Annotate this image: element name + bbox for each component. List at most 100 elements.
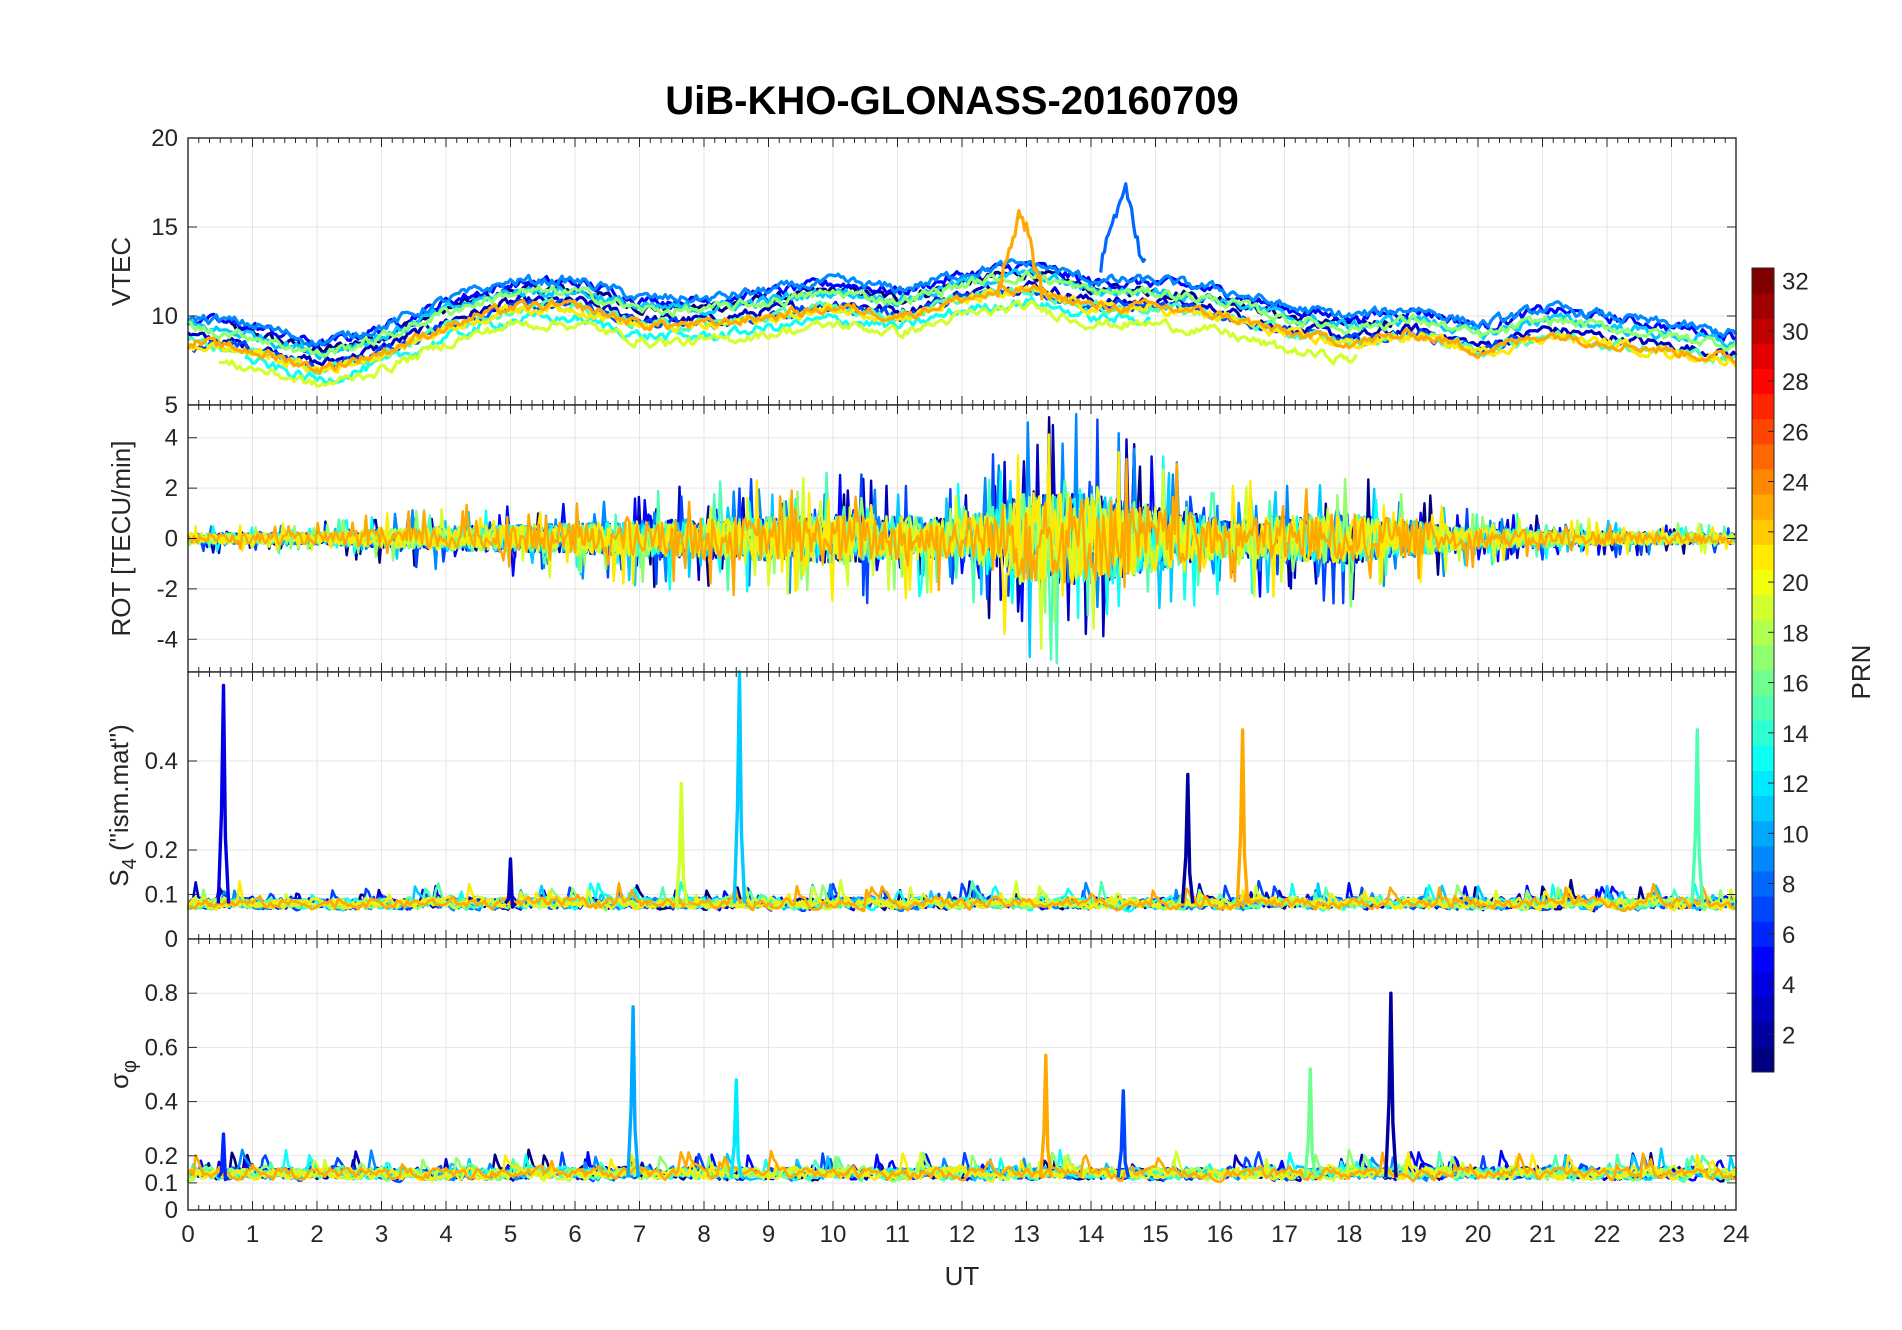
series-spike xyxy=(1116,1089,1131,1178)
y-tick-label: 0.8 xyxy=(145,980,178,1007)
colorbar-segment xyxy=(1752,996,1774,1023)
x-tick-label: 4 xyxy=(439,1221,452,1248)
data-traces xyxy=(186,991,1738,1184)
series-spike xyxy=(1180,772,1195,904)
x-tick-label: 14 xyxy=(1078,1221,1105,1248)
y-tick-label: 0.4 xyxy=(145,1089,178,1116)
colorbar-segment xyxy=(1752,343,1774,370)
y-tick-label: 0.1 xyxy=(145,882,178,909)
panel-s4: 00.10.20.4S4 ("ism.mat") xyxy=(104,670,1738,953)
series-line xyxy=(186,258,1738,348)
y-tick-label: 5 xyxy=(165,392,178,419)
colorbar-segment xyxy=(1752,619,1774,646)
y-tick-label: 0.2 xyxy=(145,1143,178,1170)
x-axis-label: UT xyxy=(945,1261,980,1291)
colorbar-segment xyxy=(1752,268,1774,294)
x-tick-label: 11 xyxy=(885,1221,910,1248)
colorbar-frame xyxy=(1751,267,1775,1073)
series-spike xyxy=(1039,1053,1053,1178)
colorbar-segment xyxy=(1752,293,1774,319)
x-tick-label: 15 xyxy=(1142,1221,1169,1248)
y-tick-label: 0 xyxy=(165,926,178,953)
y-axis-label: ROT [TECU/min] xyxy=(106,441,136,637)
series-spike xyxy=(1303,1067,1318,1178)
x-tick-label: 19 xyxy=(1400,1221,1427,1248)
series-line xyxy=(186,1151,1737,1182)
panel-rot: -4 -2 0 2 4 ROT [TECU/min] xyxy=(106,404,1737,673)
colorbar-tick-label: 16 xyxy=(1782,671,1809,698)
x-tick-label: 2 xyxy=(310,1221,323,1248)
colorbar-segment xyxy=(1752,644,1774,671)
series-peak xyxy=(1099,182,1147,273)
colorbar-tick-label: 14 xyxy=(1782,721,1809,748)
colorbar-segment xyxy=(1752,494,1774,520)
series-peak xyxy=(995,209,1044,301)
y-axis-label-rest: ("ism.mat") xyxy=(104,724,134,858)
y-axis-label: σφ xyxy=(104,1060,141,1089)
grid xyxy=(187,939,1737,1211)
series-spike xyxy=(1384,991,1398,1178)
series-line xyxy=(187,457,1735,597)
series-line xyxy=(187,1150,1738,1183)
x-tick-label: 23 xyxy=(1658,1221,1685,1248)
x-tick-label: 16 xyxy=(1207,1221,1234,1248)
colorbar-segment xyxy=(1752,971,1774,998)
series-line xyxy=(186,283,1737,375)
y-axis-label-sub: φ xyxy=(119,1060,141,1073)
tick-marks xyxy=(187,672,1737,939)
series-spike xyxy=(503,857,517,909)
chart-title: UiB-KHO-GLONASS-20160709 xyxy=(665,79,1239,123)
y-tick-label: 0 xyxy=(165,526,178,553)
colorbar-segment xyxy=(1752,820,1774,847)
y-axis-label: VTEC xyxy=(106,237,136,306)
x-tick-label: 13 xyxy=(1013,1221,1040,1248)
colorbar-tick-label: 6 xyxy=(1782,922,1795,949)
x-tick-label: 0 xyxy=(181,1221,194,1248)
colorbar-tick-label: 30 xyxy=(1782,319,1809,346)
colorbar-segment xyxy=(1752,519,1774,545)
colorbar-segment xyxy=(1752,896,1774,922)
colorbar-segment xyxy=(1752,695,1774,721)
x-tick-label: 18 xyxy=(1336,1221,1363,1248)
colorbar-segment xyxy=(1752,745,1774,772)
x-tick-label: 6 xyxy=(568,1221,581,1248)
colorbar-tick-label: 28 xyxy=(1782,369,1809,396)
series-spike xyxy=(626,1005,640,1178)
colorbar-segment xyxy=(1752,418,1774,445)
colorbar-segment xyxy=(1752,946,1774,973)
y-axis-label-main: σ xyxy=(104,1073,134,1089)
data-traces xyxy=(186,670,1738,913)
series-spike xyxy=(729,1078,744,1178)
series-spike xyxy=(674,781,689,904)
x-tick-label: 9 xyxy=(762,1221,775,1248)
x-tick-label: 24 xyxy=(1723,1221,1750,1248)
colorbar-tick-label: 22 xyxy=(1782,520,1809,547)
x-tick-label: 21 xyxy=(1529,1221,1556,1248)
y-axis-label-sub: 4 xyxy=(119,858,141,869)
series-line xyxy=(218,299,1359,388)
colorbar-label: PRN xyxy=(1846,645,1876,700)
colorbar-segment xyxy=(1752,770,1774,797)
tick-marks xyxy=(187,939,1737,1210)
colorbar-segment xyxy=(1752,1046,1774,1073)
series-line xyxy=(187,269,1738,358)
colorbar-segment xyxy=(1752,443,1774,470)
colorbar-tick-label: 24 xyxy=(1782,470,1809,497)
data-traces xyxy=(186,412,1736,665)
colorbar-segment xyxy=(1752,795,1774,822)
y-tick-label: 10 xyxy=(151,303,178,330)
series-spike xyxy=(216,1132,230,1182)
tick-marks xyxy=(187,138,1737,405)
colorbar-tick-label: 10 xyxy=(1782,821,1809,848)
series-line xyxy=(187,881,1737,913)
y-tick-label: 0.4 xyxy=(145,748,178,775)
x-tick-label: 7 xyxy=(633,1221,646,1248)
colorbar-tick-label: 18 xyxy=(1782,620,1809,647)
x-tick-label: 10 xyxy=(820,1221,847,1248)
y-tick-label: 4 xyxy=(165,425,178,452)
colorbar-tick-label: 32 xyxy=(1782,269,1809,296)
colorbar-segment xyxy=(1752,594,1774,621)
